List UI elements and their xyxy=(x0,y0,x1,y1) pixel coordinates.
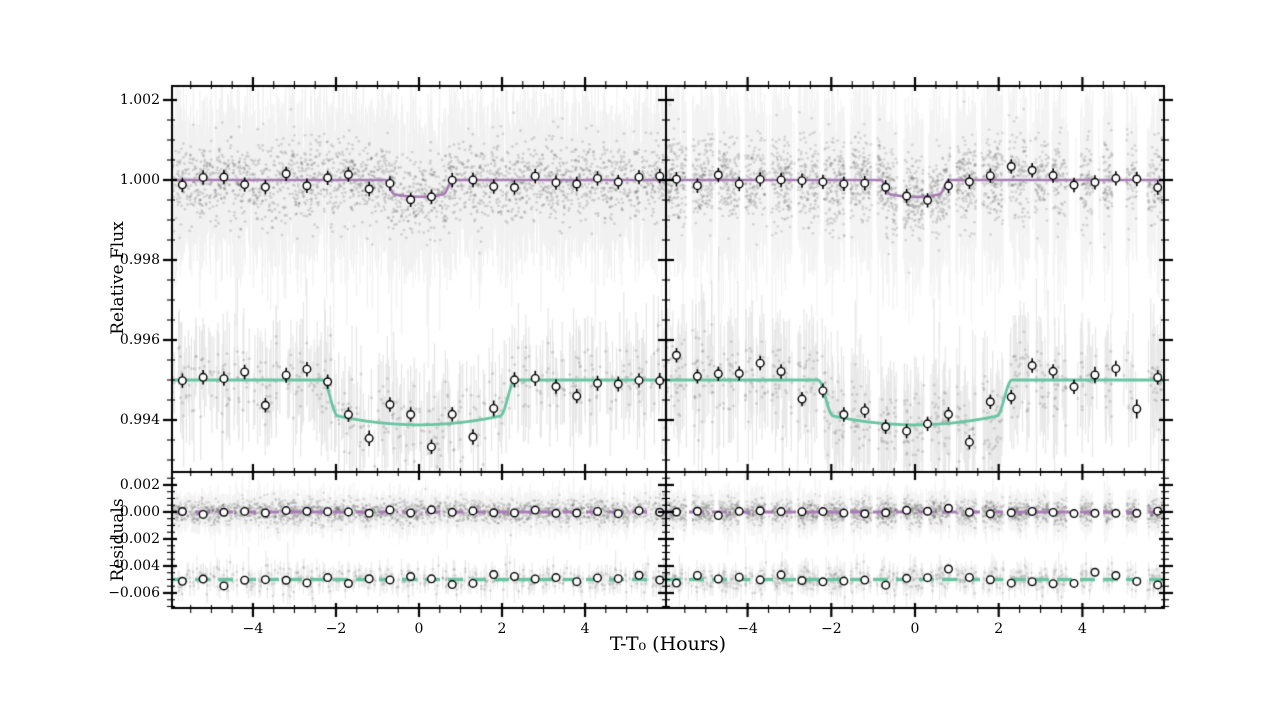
x-tick-label: 0 xyxy=(910,621,920,637)
x-axis-label: T-T₀ (Hours) xyxy=(609,633,727,655)
flux-ytick-label: 0.998 xyxy=(119,252,160,268)
x-tick-label: 0 xyxy=(414,621,424,637)
resid-ytick-label: 0.000 xyxy=(119,503,160,520)
resid-ytick-label: −0.004 xyxy=(108,557,160,574)
flux-ytick-label: 0.994 xyxy=(119,412,160,428)
x-tick-label: −4 xyxy=(242,621,264,637)
flux-ytick-label: 0.996 xyxy=(119,332,160,348)
flux-ytick-label: 1.002 xyxy=(119,92,160,108)
x-tick-label: 2 xyxy=(497,621,507,637)
flux-ytick-label: 1.000 xyxy=(119,172,160,188)
x-tick-label: −2 xyxy=(820,621,842,637)
resid-ytick-label: 0.002 xyxy=(119,476,160,493)
x-tick-label: −2 xyxy=(325,621,347,637)
x-tick-label: 2 xyxy=(994,621,1004,637)
resid-ytick-label: −0.006 xyxy=(108,584,160,601)
x-tick-label: 4 xyxy=(580,621,590,637)
resid-ytick-label: −0.002 xyxy=(108,530,160,547)
y-axis-label-relative-flux: Relative Flux xyxy=(108,221,128,335)
x-tick-label: −4 xyxy=(737,621,758,637)
x-tick-label: 4 xyxy=(1077,621,1087,637)
